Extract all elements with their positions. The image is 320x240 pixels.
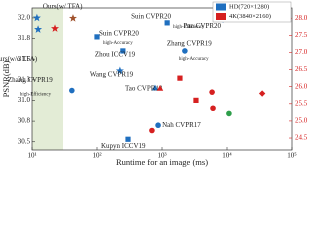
point-label: Zhang CVPR19 [8, 76, 53, 84]
chart: Runtime for an image (ms) PSNR(dB) 10¹ 10… [0, 1, 308, 167]
point-label: Tao CVPR18 [125, 85, 163, 93]
point-note: high-Accuracy [103, 41, 133, 46]
y2-tick-label: 26.0 [295, 82, 308, 90]
x-tick-label: 10⁵ [287, 152, 297, 160]
point-circle [209, 89, 215, 95]
point-note: high-Efficiency [173, 25, 205, 30]
y2-tick-label: 27.0 [295, 48, 308, 56]
point-triangle [151, 84, 159, 91]
x-tick-label: 10³ [157, 152, 166, 160]
point-label: Ours(w/ TFA) [43, 3, 83, 11]
point-star [68, 14, 77, 22]
legend-box [212, 1, 292, 23]
point-star [34, 25, 43, 33]
y-tick-label: 32.0 [18, 14, 31, 22]
legend-swatch [216, 13, 226, 20]
x-tick-label: 10¹ [27, 152, 36, 160]
point-star [32, 13, 41, 22]
y-tick-label: 30.8 [18, 117, 31, 125]
x-tick-label: 10⁴ [222, 152, 232, 160]
x-axis-label: Runtime for an image (ms) [116, 157, 208, 167]
point-diamond [258, 90, 266, 97]
point-note: high-Accuracy [179, 57, 209, 62]
point-square [94, 34, 100, 40]
point-circle [226, 110, 232, 117]
y2-tick-label: 27.5 [295, 31, 308, 39]
point-label: Kupyn ICCV19 [101, 142, 146, 150]
point-circle [155, 122, 161, 129]
point-circle [69, 87, 75, 94]
point-note: high-Efficiency [20, 93, 52, 98]
point-square [177, 75, 183, 81]
point-star [51, 24, 60, 32]
y2-tick-label: 24.5 [295, 134, 308, 142]
y-tick-label: 31.5 [18, 55, 31, 63]
point-triangle [156, 85, 164, 91]
legend-label: HD(720×1280) [229, 3, 269, 10]
point-label: Pan CVPR20 [184, 22, 222, 30]
point-square [120, 48, 126, 54]
legend-label: 4K(3840×2160) [229, 13, 271, 20]
point-label: Zhang CVPR19 [167, 40, 212, 48]
y-tick-label: 31.0 [18, 96, 31, 104]
legend-swatch [216, 3, 226, 11]
y-tick-label: 30.5 [18, 137, 31, 145]
y-tick-label: 31.8 [18, 34, 31, 42]
point-label: Nah CVPR17 [162, 121, 201, 129]
y2-tick-label: 28.0 [295, 14, 308, 22]
point-label: Wang CVPR19 [90, 70, 134, 78]
y2-tick-label: 25.0 [295, 117, 308, 125]
point-circle [149, 127, 155, 134]
y2-tick-label: 26.5 [295, 65, 308, 73]
x-tick-label: 10² [92, 152, 101, 160]
y2-tick-label: 25.5 [295, 99, 308, 107]
point-square [125, 136, 131, 142]
y-axis-label: PSNR(dB) [1, 60, 11, 97]
point-label: Suin CVPR20 [131, 12, 171, 20]
point-label: Ours(w/o TFA) [0, 55, 38, 63]
point-star [115, 66, 124, 75]
point-label: Zhou ICCV19 [95, 51, 136, 59]
y-tick-label: 31.3 [18, 75, 31, 83]
point-circle [210, 105, 216, 112]
point-circle [182, 48, 188, 54]
point-label: Suin CVPR20 [99, 30, 139, 38]
point-square [193, 97, 199, 103]
point-square [164, 20, 170, 26]
